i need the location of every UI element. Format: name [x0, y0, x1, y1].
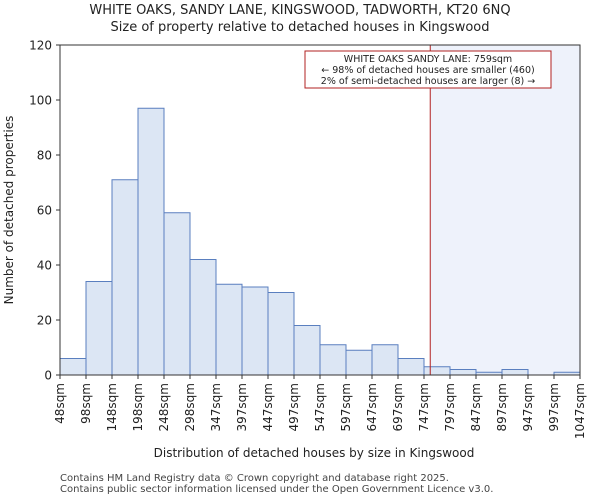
chart-subtitle: Size of property relative to detached ho…: [110, 20, 490, 35]
x-tick-label: 547sqm: [313, 383, 327, 431]
y-tick-label: 60: [37, 204, 52, 218]
x-tick-label: 797sqm: [443, 383, 457, 431]
y-tick-label: 120: [29, 39, 52, 53]
histogram-bar: [163, 212, 191, 376]
annotation-line-2: ← 98% of detached houses are smaller (46…: [321, 65, 534, 76]
y-tick-label: 80: [37, 149, 52, 163]
x-tick-label: 397sqm: [235, 383, 249, 431]
histogram-bar: [319, 344, 347, 376]
x-tick-label: 897sqm: [495, 383, 509, 431]
x-tick-label: 1047sqm: [573, 383, 587, 439]
highlight-region: [430, 45, 580, 375]
x-tick-label: 447sqm: [261, 383, 275, 431]
histogram-bar: [371, 344, 399, 376]
x-tick-label: 198sqm: [131, 383, 145, 431]
annotation-line-3: 2% of semi-detached houses are larger (8…: [321, 76, 535, 87]
annotation-line-1: WHITE OAKS SANDY LANE: 759sqm: [344, 54, 512, 65]
y-axis-label: Number of detached properties: [2, 116, 16, 305]
x-tick-label: 298sqm: [183, 383, 197, 431]
x-tick-label: 847sqm: [469, 383, 483, 431]
x-tick-label: 597sqm: [339, 383, 353, 431]
histogram-bar: [111, 179, 139, 376]
histogram-bar: [241, 286, 269, 376]
chart-title: WHITE OAKS, SANDY LANE, KINGSWOOD, TADWO…: [89, 3, 511, 18]
x-tick-label: 947sqm: [521, 383, 535, 431]
footer-licence: Contains public sector information licen…: [60, 484, 494, 495]
histogram-bar: [137, 107, 165, 376]
histogram-bar: [293, 325, 321, 376]
x-tick-label: 48sqm: [53, 383, 67, 424]
histogram-bar: [215, 283, 243, 376]
x-tick-label: 647sqm: [365, 383, 379, 431]
histogram-bar: [189, 259, 217, 376]
histogram-bar: [85, 281, 113, 376]
x-tick-label: 347sqm: [209, 383, 223, 431]
x-tick-label: 98sqm: [79, 383, 93, 424]
x-tick-label: 248sqm: [157, 383, 171, 431]
x-axis-label: Distribution of detached houses by size …: [154, 446, 475, 460]
footer-copyright: Contains HM Land Registry data © Crown c…: [60, 473, 449, 484]
x-tick-label: 697sqm: [391, 383, 405, 431]
histogram-bar: [423, 366, 451, 376]
x-tick-label: 997sqm: [547, 383, 561, 431]
histogram-bar: [59, 358, 87, 376]
histogram-chart: 0 20 40 60 80 100 120 48sqm 98sqm 148sqm 198sqm 24…: [2, 39, 587, 461]
y-tick-label: 40: [37, 259, 52, 273]
histogram-bar: [449, 369, 477, 376]
histogram-bar: [501, 369, 529, 376]
histogram-bar: [267, 292, 295, 376]
y-tick-label: 20: [37, 314, 52, 328]
histogram-bar: [345, 349, 373, 376]
x-tick-label: 497sqm: [287, 383, 301, 431]
x-tick-label: 148sqm: [105, 383, 119, 431]
y-tick-label: 0: [44, 369, 52, 383]
annotation-box: WHITE OAKS SANDY LANE: 759sqm ← 98% of d…: [304, 50, 552, 89]
x-tick-label: 747sqm: [417, 383, 431, 431]
y-tick-label: 100: [29, 94, 52, 108]
histogram-bar: [397, 358, 425, 376]
